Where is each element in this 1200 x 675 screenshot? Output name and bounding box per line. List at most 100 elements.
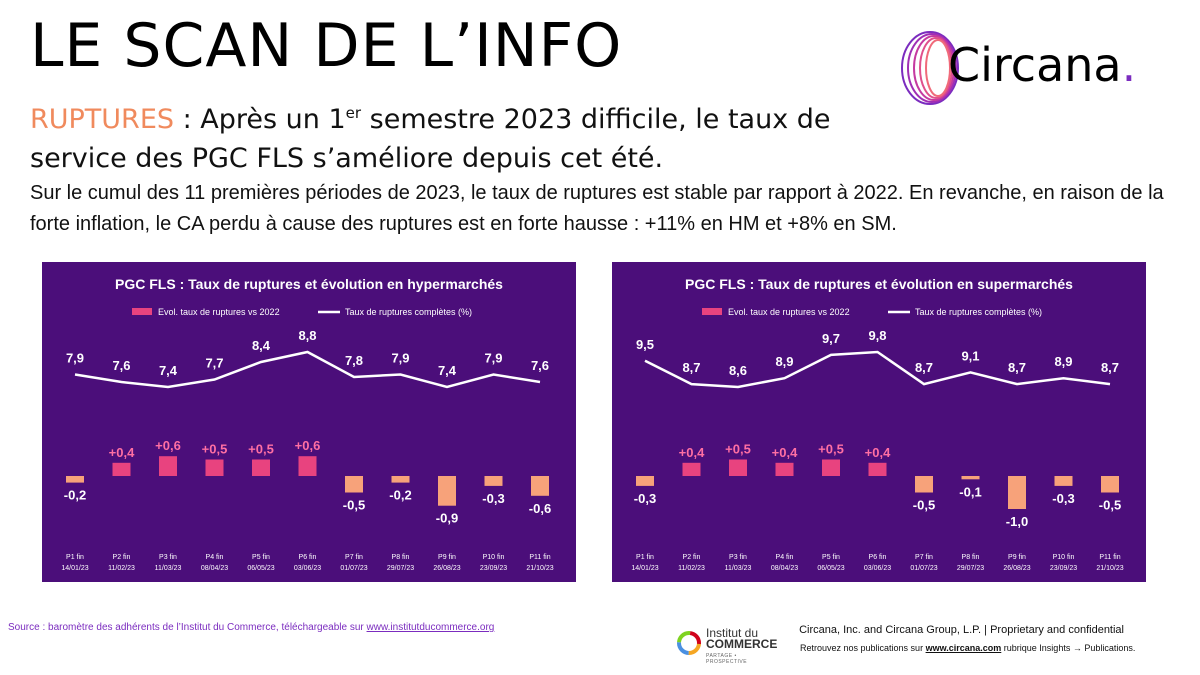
headline-keyword: RUPTURES xyxy=(30,104,175,135)
category-date-label: 11/02/23 xyxy=(678,565,705,572)
line-value-label: 9,5 xyxy=(636,337,654,352)
logo-dot: . xyxy=(1121,38,1137,92)
bar xyxy=(1054,476,1073,486)
category-label: P6 fin xyxy=(869,554,887,561)
circana-link[interactable]: www.circana.com xyxy=(925,643,1002,653)
category-label: P2 fin xyxy=(113,554,131,561)
logo-name: Circana xyxy=(948,38,1122,92)
category-label: P1 fin xyxy=(66,554,84,561)
bar xyxy=(391,476,410,483)
category-date-label: 11/02/23 xyxy=(108,565,135,572)
bar xyxy=(345,476,363,493)
bar-value-label: -0,6 xyxy=(529,501,551,516)
bar xyxy=(484,476,503,486)
category-date-label: 08/04/23 xyxy=(201,565,228,572)
category-date-label: 26/08/23 xyxy=(1003,565,1030,572)
category-label: P10 fin xyxy=(1053,554,1075,561)
source-link[interactable]: www.institutducommerce.org xyxy=(366,622,495,633)
line-series xyxy=(74,350,541,389)
institut-du-commerce-logo: Institut du COMMERCE PARTAGE • PROSPECTI… xyxy=(676,624,778,665)
source-label: Source : xyxy=(8,622,46,633)
category-label: P11 fin xyxy=(529,554,550,561)
line-value-label: 8,9 xyxy=(775,354,793,369)
bar xyxy=(868,462,887,476)
legend-line-label: Taux de ruptures complètes (%) xyxy=(915,307,1042,317)
idc-line2: COMMERCE xyxy=(706,637,778,651)
bar xyxy=(298,456,317,476)
category-label: P8 fin xyxy=(392,554,410,561)
bar-value-label: +0,5 xyxy=(202,442,228,457)
legend-bar-label: Evol. taux de ruptures vs 2022 xyxy=(158,307,280,317)
line-value-label: 8,8 xyxy=(298,328,316,343)
publications-note: Retrouvez nos publications sur www.circa… xyxy=(800,643,1135,653)
circana-rings-icon xyxy=(901,31,959,105)
line-value-label: 9,7 xyxy=(822,331,840,346)
category-label: P7 fin xyxy=(915,554,933,561)
bar xyxy=(915,476,933,493)
summary-paragraph: Sur le cumul des 11 premières périodes d… xyxy=(30,182,1164,235)
line-value-label: 7,9 xyxy=(484,351,502,366)
category-date-label: 23/09/23 xyxy=(480,565,507,572)
line-value-label: 7,9 xyxy=(66,351,84,366)
bar-value-label: +0,5 xyxy=(248,442,274,457)
category-label: P3 fin xyxy=(729,554,747,561)
bar-value-label: -0,2 xyxy=(389,488,411,503)
bar-value-label: +0,4 xyxy=(109,445,135,460)
bar xyxy=(1101,476,1119,493)
category-date-label: 21/10/23 xyxy=(1096,565,1123,572)
bar-value-label: -0,5 xyxy=(343,498,365,513)
line-value-label: 8,7 xyxy=(1101,360,1119,375)
headline: RUPTURES : Après un 1er semestre 2023 di… xyxy=(30,94,890,178)
category-date-label: 29/07/23 xyxy=(387,565,414,572)
source-text: baromètre des adhérents de l’Institut du… xyxy=(45,622,367,633)
line-value-label: 9,1 xyxy=(961,348,979,363)
chart-hypermarches: PGC FLS : Taux de ruptures et évolution … xyxy=(61,276,553,572)
bar-value-label: -0,5 xyxy=(913,498,935,513)
bar-value-label: +0,4 xyxy=(865,445,891,460)
institut-commerce-ring-icon xyxy=(677,631,701,655)
bar-value-label: -0,5 xyxy=(1099,498,1121,513)
category-label: P3 fin xyxy=(159,554,177,561)
line-series xyxy=(644,350,1111,389)
category-label: P9 fin xyxy=(438,554,456,561)
chart-title: PGC FLS : Taux de ruptures et évolution … xyxy=(115,276,503,292)
circana-wordmark: Circana. xyxy=(948,38,1136,92)
bar-value-label: +0,6 xyxy=(155,438,181,453)
category-label: P7 fin xyxy=(345,554,363,561)
headline-part-b: semestre 2023 difficile, le taux de serv… xyxy=(30,104,831,174)
chart-title: PGC FLS : Taux de ruptures et évolution … xyxy=(685,276,1073,292)
line-value-label: 7,6 xyxy=(531,358,549,373)
source-note: Source : baromètre des adhérents de l’In… xyxy=(8,622,494,633)
line-value-label: 8,4 xyxy=(252,338,271,353)
chart-panel-supermarches: PGC FLS : Taux de ruptures et évolution … xyxy=(612,262,1146,582)
headline-part-a: : Après un 1 xyxy=(174,104,346,135)
line-value-label: 7,6 xyxy=(112,358,130,373)
bar-value-label: +0,5 xyxy=(818,442,844,457)
bar-value-label: -1,0 xyxy=(1006,514,1028,529)
bar xyxy=(205,459,224,476)
bar xyxy=(159,456,177,476)
category-label: P6 fin xyxy=(299,554,317,561)
legend-line-label: Taux de ruptures complètes (%) xyxy=(345,307,472,317)
bar-value-label: -0,9 xyxy=(436,511,458,526)
legal-notice: Circana, Inc. and Circana Group, L.P. | … xyxy=(799,624,1124,636)
headline-superscript: er xyxy=(345,104,362,122)
bar xyxy=(112,462,131,476)
bar-value-label: -0,1 xyxy=(959,484,981,499)
category-date-label: 06/05/23 xyxy=(817,565,844,572)
category-date-label: 11/03/23 xyxy=(725,565,752,572)
category-label: P4 fin xyxy=(206,554,224,561)
idc-line1: Institut du xyxy=(706,626,759,640)
category-label: P4 fin xyxy=(776,554,794,561)
legend-bar-swatch xyxy=(702,308,722,315)
chart-supermarches: PGC FLS : Taux de ruptures et évolution … xyxy=(631,276,1123,572)
line-value-label: 8,6 xyxy=(729,363,747,378)
bar-value-label: +0,6 xyxy=(295,438,321,453)
line-value-label: 8,7 xyxy=(915,360,933,375)
chart-panel-hypermarches: PGC FLS : Taux de ruptures et évolution … xyxy=(42,262,576,582)
category-label: P5 fin xyxy=(252,554,270,561)
bar-value-label: -0,3 xyxy=(1052,491,1074,506)
bar-value-label: -0,2 xyxy=(64,488,86,503)
bar xyxy=(636,476,654,486)
pubs-text-a: Retrouvez nos publications sur xyxy=(800,643,926,653)
